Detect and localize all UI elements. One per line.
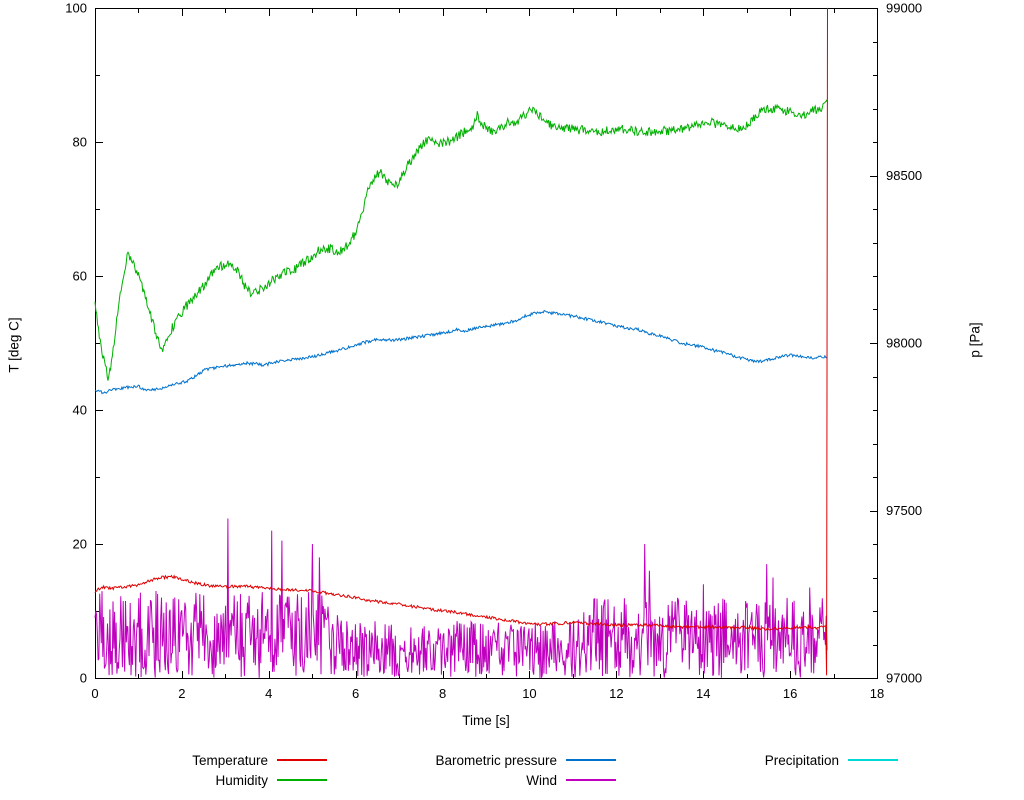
svg-text:2: 2 [178, 686, 185, 701]
svg-text:80: 80 [73, 135, 87, 150]
svg-text:14: 14 [696, 686, 710, 701]
svg-text:100: 100 [65, 1, 87, 16]
svg-text:40: 40 [73, 403, 87, 418]
legend-line-sample-temperature [277, 759, 327, 761]
series-barometric-pressure [94, 309, 828, 395]
y-axis-label-left: T [deg C] [6, 317, 22, 373]
svg-text:99000: 99000 [886, 1, 922, 16]
legend-item-humidity: Humidity [0, 770, 327, 790]
series-humidity [94, 99, 828, 381]
legend-label-precipitation: Precipitation [764, 752, 839, 768]
legend-label-wind: Wind [526, 772, 557, 788]
legend-line-sample-humidity [277, 779, 327, 781]
svg-text:6: 6 [352, 686, 359, 701]
svg-text:0: 0 [80, 671, 87, 686]
y-axis-label-right: p [Pa] [967, 322, 983, 358]
svg-text:0: 0 [91, 686, 98, 701]
svg-text:8: 8 [439, 686, 446, 701]
svg-text:10: 10 [522, 686, 536, 701]
svg-text:98000: 98000 [886, 336, 922, 351]
legend-empty-cell [616, 770, 898, 790]
svg-text:97500: 97500 [886, 503, 922, 518]
series-temperature [94, 7, 828, 676]
svg-text:18: 18 [870, 686, 884, 701]
svg-text:20: 20 [73, 537, 87, 552]
series-wind [94, 518, 828, 678]
legend-line-sample-precipitation [848, 759, 898, 761]
chart-legend: Temperature Barometric pressure Precipit… [0, 750, 898, 790]
svg-text:16: 16 [783, 686, 797, 701]
svg-text:98500: 98500 [886, 168, 922, 183]
legend-item-precipitation: Precipitation [616, 750, 898, 770]
legend-item-temperature: Temperature [0, 750, 327, 770]
svg-text:4: 4 [265, 686, 272, 701]
legend-line-sample-barometric-pressure [566, 759, 616, 761]
legend-item-barometric-pressure: Barometric pressure [327, 750, 616, 770]
legend-item-wind: Wind [327, 770, 616, 790]
legend-line-sample-wind [566, 779, 616, 781]
svg-text:12: 12 [609, 686, 623, 701]
legend-label-temperature: Temperature [192, 752, 268, 768]
x-axis-label: Time [s] [462, 713, 510, 728]
legend-label-barometric-pressure: Barometric pressure [435, 752, 557, 768]
svg-text:60: 60 [73, 269, 87, 284]
legend-label-humidity: Humidity [215, 772, 268, 788]
svg-text:97000: 97000 [886, 671, 922, 686]
